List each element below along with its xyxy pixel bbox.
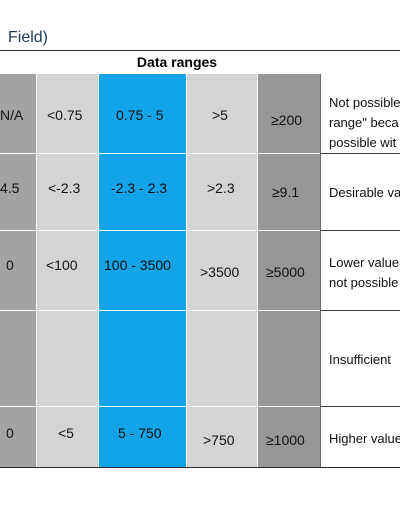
- table-cell: >5: [212, 107, 228, 123]
- table-caption: Field): [8, 29, 49, 46]
- column-separator: [186, 74, 187, 467]
- row-separator: [0, 230, 320, 231]
- row-separator: [0, 153, 320, 154]
- note-row-separator: [320, 230, 400, 231]
- note-row-separator: [320, 310, 400, 311]
- note-line: Higher value: [329, 431, 400, 446]
- note-column-border: [320, 74, 321, 467]
- note-line: Desirable va: [329, 185, 400, 200]
- note-row-separator: [320, 153, 400, 154]
- row-separator: [0, 310, 320, 311]
- table-cell: <5: [58, 425, 74, 441]
- caption-rule: [0, 50, 400, 51]
- note-line: range" beca: [329, 115, 399, 130]
- table-cell: >3500: [200, 264, 240, 280]
- note-line: not possible: [329, 275, 399, 290]
- note-line: Insufficient: [329, 352, 391, 367]
- note-line: Not possible: [329, 95, 400, 110]
- row-separator: [0, 406, 320, 407]
- table-cell: 0: [6, 257, 14, 273]
- column-bg-5: [258, 74, 320, 467]
- column-bg-3: [98, 74, 186, 467]
- column-bg-2: [36, 74, 98, 467]
- table-bottom-rule: [0, 467, 400, 468]
- table-cell: ≥5000: [266, 264, 305, 280]
- column-bg-4: [186, 74, 258, 467]
- table-cell: 0: [6, 425, 14, 441]
- table-cell: >750: [203, 432, 235, 448]
- table-cell: 5 - 750: [118, 425, 162, 441]
- table-cell: 0.75 - 5: [116, 107, 164, 123]
- column-separator: [98, 74, 99, 467]
- table-cell: <100: [46, 257, 78, 273]
- note-row-separator: [320, 406, 400, 407]
- table-cell: 4.5: [0, 180, 20, 196]
- data-ranges-header: Data ranges: [136, 54, 218, 70]
- note-line: possible wit: [329, 135, 397, 150]
- table-cell: -2.3 - 2.3: [111, 180, 168, 196]
- table-cell: <-2.3: [48, 180, 81, 196]
- table-cell: <0.75: [47, 107, 83, 123]
- table-cell: ≥200: [271, 112, 303, 128]
- column-separator: [257, 74, 258, 467]
- column-separator: [36, 74, 37, 467]
- table-cell: ≥1000: [266, 432, 305, 448]
- table-cell: 100 - 3500: [104, 257, 171, 273]
- table-cell: N/A: [0, 107, 24, 123]
- table-cell: ≥9.1: [272, 184, 300, 200]
- table-cell: >2.3: [207, 180, 235, 196]
- note-line: Lower value: [329, 255, 400, 270]
- column-bg-1: [0, 74, 36, 467]
